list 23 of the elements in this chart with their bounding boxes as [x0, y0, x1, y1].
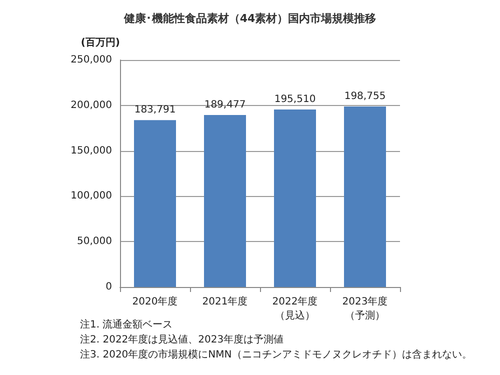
chart-title: 健康･機能性食品素材（44素材）国内市場規模推移 — [122, 12, 376, 25]
y-tick-label: 150,000 — [70, 145, 112, 156]
bar — [344, 106, 386, 287]
data-label: 189,477 — [204, 99, 246, 110]
text: 注2. 2022年度は見込値、2023年度は予測値 — [80, 334, 284, 346]
y-axis-title: (百万円) — [80, 38, 120, 48]
y-tick-label: 250,000 — [70, 54, 112, 66]
data-label: 198,755 — [344, 91, 386, 102]
y-tick-label: 50,000 — [77, 236, 112, 248]
bar — [204, 114, 246, 287]
bar — [274, 109, 316, 287]
text: 注3. 2020年度の市場規模にNMN（ニコチンアミドモノヌクレオチド）は含まれない。 — [80, 348, 472, 360]
y-tick-label: 100,000 — [70, 190, 112, 202]
x-tick-label: 2022年度（見込） — [272, 296, 318, 322]
bar — [134, 120, 176, 287]
x-tick-label: 2023年度（予測） — [342, 296, 388, 322]
y-tick-label: 200,000 — [70, 100, 112, 111]
x-tick-label: 2020年度 — [132, 296, 178, 308]
data-label: 195,510 — [274, 94, 316, 105]
x-tick-label: 2021年度 — [202, 296, 248, 308]
data-label: 183,791 — [134, 104, 176, 116]
text: 注1. 流通金額ベース — [80, 318, 173, 330]
y-tick-label: 0 — [106, 282, 112, 292]
